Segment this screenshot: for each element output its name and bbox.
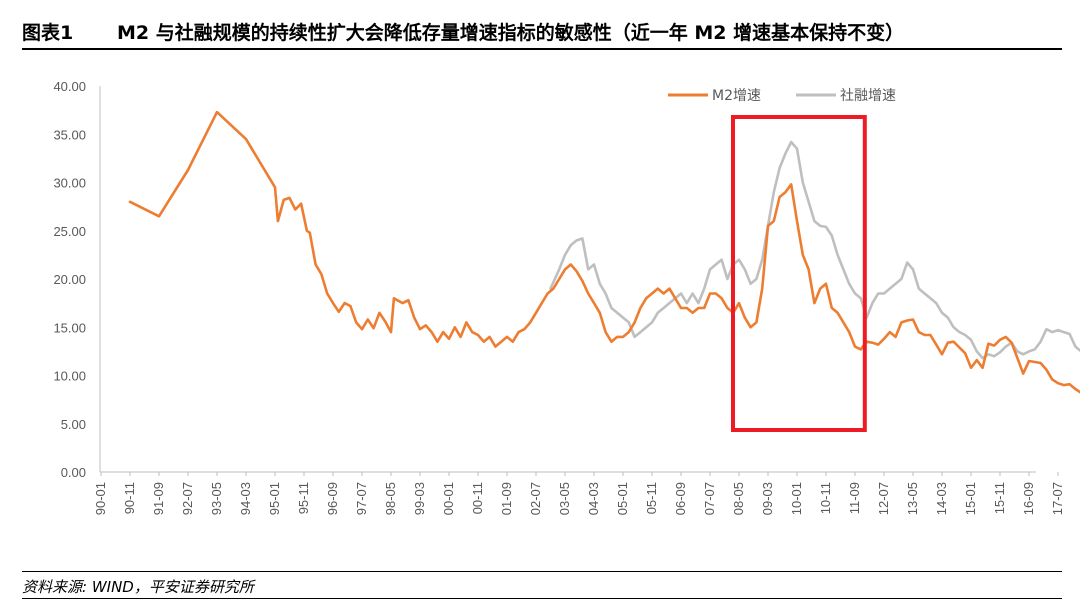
- x-tick-label: 96-09: [325, 482, 340, 515]
- source-rule-bottom: [22, 598, 1062, 599]
- series-layer: [128, 110, 1080, 394]
- y-axis-tick-labels: 0.00 5.00 10.00 15.00 20.00 25.00 30.00 35.00 40…: [53, 79, 86, 480]
- y-tick-label: 5.00: [61, 417, 86, 432]
- legend-label-m2: M2增速: [712, 88, 761, 104]
- x-tick-label: 00-11: [470, 482, 485, 514]
- x-tick-label: 13-05: [905, 482, 920, 515]
- x-tick-label: 15-01: [963, 482, 978, 515]
- line-chart: 0.00 5.00 10.00 15.00 20.00 25.00 30.00 35.00 40…: [53, 79, 1080, 515]
- x-tick-label: 99-03: [412, 482, 427, 515]
- highlight-layer: [731, 115, 867, 432]
- x-tick-label: 90-11: [122, 482, 137, 514]
- x-tick-label: 92-07: [180, 482, 195, 515]
- x-tick-label: 09-03: [760, 482, 775, 515]
- m2-growth-series-line: [128, 110, 1080, 394]
- x-tick-label: 05-01: [615, 482, 630, 515]
- y-tick-label: 15.00: [53, 320, 86, 335]
- x-tick-label: 93-05: [209, 482, 224, 515]
- y-tick-label: 25.00: [53, 224, 86, 239]
- x-tick-label: 97-07: [354, 482, 369, 515]
- y-tick-label: 0.00: [61, 465, 86, 480]
- figure-title: M2 与社融规模的持续性扩大会降低存量增速指标的敏感性（近一年 M2 增速基本保…: [117, 22, 905, 44]
- y-tick-label: 35.00: [53, 127, 86, 142]
- y-tick-label: 40.00: [53, 79, 86, 94]
- x-tick-label: 10-11: [818, 482, 833, 514]
- x-tick-label: 94-03: [238, 482, 253, 515]
- title-rule: [22, 48, 1062, 50]
- x-tick-label: 95-11: [296, 482, 311, 514]
- figure-number: 图表1: [22, 22, 74, 44]
- y-tick-label: 30.00: [53, 176, 86, 191]
- x-tick-label: 03-05: [557, 482, 572, 515]
- y-tick-label: 10.00: [53, 369, 86, 384]
- x-tick-label: 07-07: [702, 482, 717, 515]
- x-tick-label: 00-01: [441, 482, 456, 515]
- x-tick-label: 08-05: [731, 482, 746, 515]
- x-tick-label: 14-03: [934, 482, 949, 515]
- legend-label-social-financing: 社融增速: [840, 88, 896, 104]
- x-tick-label: 01-09: [499, 482, 514, 515]
- x-tick-label: 04-03: [586, 482, 601, 515]
- x-tick-label: 10-01: [789, 482, 804, 515]
- x-tick-label: 02-07: [528, 482, 543, 515]
- x-tick-label: 05-11: [644, 482, 659, 514]
- source-rule-top: [22, 571, 1062, 572]
- x-tick-label: 12-07: [876, 482, 891, 515]
- x-tick-label: 11-09: [847, 482, 862, 514]
- x-tick-label: 90-01: [93, 482, 108, 515]
- x-tick-label: 06-09: [673, 482, 688, 515]
- x-tick-label: 17-07: [1050, 482, 1065, 515]
- x-tick-label: 15-11: [992, 482, 1007, 514]
- source-note: 资料来源: WIND，平安证券研究所: [22, 578, 254, 596]
- x-tick-label: 91-09: [151, 482, 166, 515]
- x-tick-label: 16-09: [1021, 482, 1036, 515]
- axes: [99, 86, 1059, 476]
- y-tick-label: 20.00: [53, 272, 86, 287]
- x-axis-tick-labels: 90-01 90-11 91-09 92-07 93-05 94-03 95-01 95-11…: [93, 482, 1080, 515]
- highlight-box: [731, 115, 867, 432]
- legend: M2增速 社融增速: [668, 88, 896, 104]
- x-tick-label: 98-05: [383, 482, 398, 515]
- x-tick-label: 95-01: [267, 482, 282, 515]
- social-financing-growth-series-line: [549, 140, 1080, 360]
- figure-title-bar: 图表1 M2 与社融规模的持续性扩大会降低存量增速指标的敏感性（近一年 M2 增速…: [22, 18, 1062, 46]
